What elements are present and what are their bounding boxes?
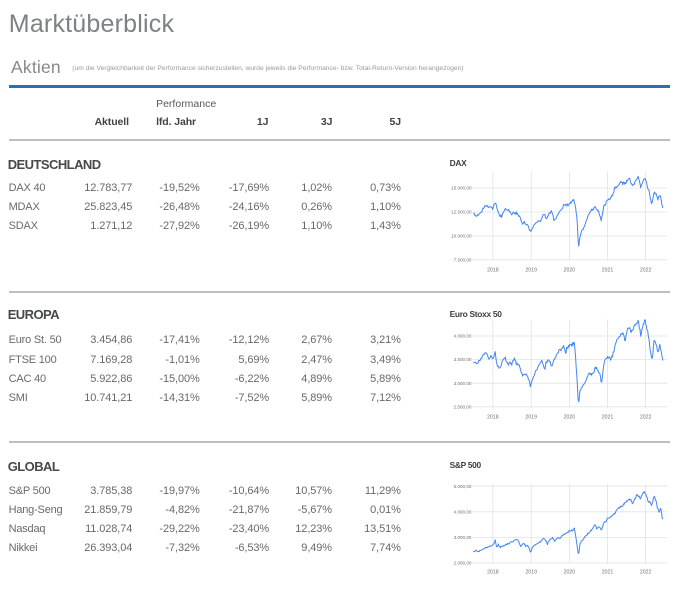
svg-text:12.500,00: 12.500,00	[451, 210, 472, 215]
svg-text:2019: 2019	[525, 268, 537, 274]
svg-text:3.000,00: 3.000,00	[454, 381, 472, 386]
svg-text:Euro Stoxx 50: Euro Stoxx 50	[450, 309, 503, 319]
svg-text:7.500,00: 7.500,00	[454, 257, 472, 262]
svg-text:2018: 2018	[487, 268, 499, 274]
svg-text:4.000,00: 4.000,00	[454, 334, 472, 339]
svg-text:2018: 2018	[487, 570, 499, 576]
svg-text:2019: 2019	[525, 414, 537, 420]
svg-text:5.000,00: 5.000,00	[454, 484, 472, 489]
svg-text:2022: 2022	[640, 414, 652, 420]
svg-text:10.000,00: 10.000,00	[451, 234, 472, 239]
svg-text:2022: 2022	[640, 570, 652, 576]
svg-text:2.000,00: 2.000,00	[454, 561, 472, 566]
svg-text:S&P 500: S&P 500	[450, 460, 482, 470]
svg-text:15.000,00: 15.000,00	[451, 186, 472, 191]
svg-text:2021: 2021	[602, 268, 614, 274]
svg-text:2021: 2021	[602, 414, 614, 420]
svg-text:3.500,00: 3.500,00	[454, 357, 472, 362]
svg-text:4.000,00: 4.000,00	[454, 509, 472, 514]
svg-text:2019: 2019	[525, 570, 537, 576]
svg-text:2020: 2020	[564, 414, 576, 420]
svg-text:2021: 2021	[602, 570, 614, 576]
svg-text:2020: 2020	[564, 570, 576, 576]
svg-text:2020: 2020	[564, 268, 576, 274]
svg-text:2.500,00: 2.500,00	[454, 404, 472, 409]
svg-text:3.000,00: 3.000,00	[454, 535, 472, 540]
svg-text:2022: 2022	[640, 268, 652, 274]
svg-text:2018: 2018	[487, 414, 499, 420]
svg-text:DAX: DAX	[450, 158, 467, 168]
